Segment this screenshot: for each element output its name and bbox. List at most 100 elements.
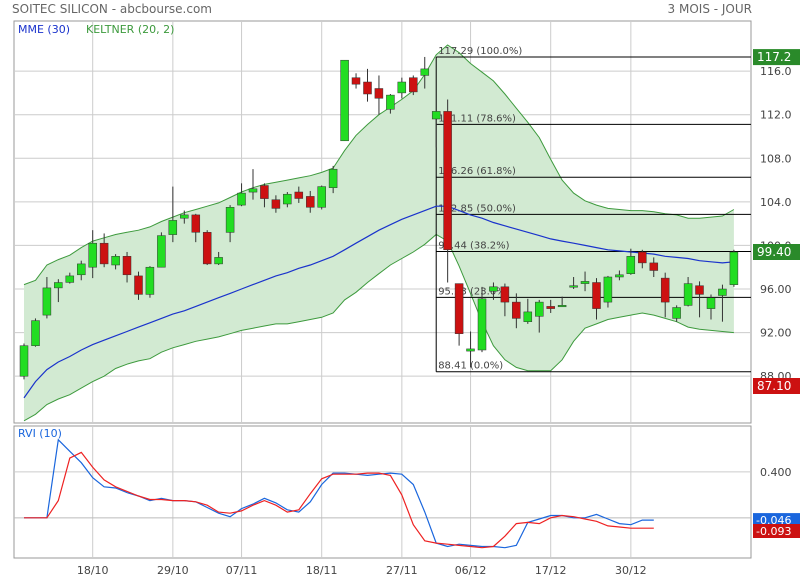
candle-body bbox=[546, 306, 555, 309]
high-price-badge-bg bbox=[753, 49, 800, 66]
candle-body bbox=[660, 277, 670, 303]
keltner-lower-line bbox=[23, 233, 734, 422]
x-tick-label: 30/12 bbox=[615, 564, 647, 577]
candle-body bbox=[420, 68, 430, 76]
x-tick-label: 17/12 bbox=[535, 564, 567, 577]
candle-body bbox=[386, 94, 395, 110]
candle-body bbox=[615, 274, 624, 278]
candle-body bbox=[214, 257, 223, 265]
candle-body bbox=[168, 220, 178, 235]
candle-body bbox=[180, 214, 189, 219]
candle-body bbox=[580, 281, 590, 284]
candle-body bbox=[454, 283, 464, 334]
candle-body bbox=[477, 298, 487, 351]
fib-level-label: 95.23 (23.6%) bbox=[438, 286, 509, 297]
candle-body bbox=[111, 256, 120, 266]
rvi-main-badge-bg bbox=[753, 513, 800, 528]
candle-body bbox=[351, 77, 361, 85]
rvi-panel bbox=[13, 425, 752, 559]
keltner-band bbox=[24, 45, 734, 421]
candle-body bbox=[317, 186, 326, 208]
candle-body bbox=[191, 214, 201, 233]
candle-body bbox=[649, 262, 659, 271]
candle-body bbox=[466, 348, 475, 352]
candle-body bbox=[294, 191, 304, 199]
rvi-signal-badge: -0.093 bbox=[756, 525, 791, 538]
rvi-signal-badge-bg bbox=[753, 524, 800, 538]
rvi-signal-line bbox=[24, 451, 654, 549]
rvi-main-line bbox=[24, 438, 654, 549]
fib-level-label: 106.26 (61.8%) bbox=[438, 166, 516, 177]
candle-body bbox=[237, 192, 246, 206]
candle-body bbox=[431, 111, 441, 120]
candle-body bbox=[306, 196, 315, 208]
candle-body bbox=[672, 307, 681, 319]
rvi-main-badge: -0.046 bbox=[756, 514, 791, 527]
x-tick-label: 18/10 bbox=[77, 564, 109, 577]
x-tick-label: 27/11 bbox=[386, 564, 418, 577]
mme-line bbox=[23, 205, 734, 399]
candle-body bbox=[638, 251, 647, 264]
fib-level-label: 117.29 (100.0%) bbox=[438, 46, 522, 57]
candle-body bbox=[500, 286, 510, 303]
legend-rvi: RVI (10) bbox=[18, 427, 62, 440]
candle-body bbox=[523, 311, 533, 322]
candle-body bbox=[706, 297, 716, 309]
candle-body bbox=[729, 251, 739, 285]
candle-body bbox=[592, 282, 601, 309]
legend-mme: MME (30) bbox=[18, 23, 70, 36]
candle-body bbox=[489, 286, 498, 292]
candle-body bbox=[374, 88, 384, 99]
rvi-tick-label: 0.400 bbox=[760, 466, 792, 479]
candle-body bbox=[99, 242, 109, 265]
candle-body bbox=[145, 266, 155, 295]
candle-body bbox=[260, 185, 269, 199]
legend-keltner: KELTNER (20, 2) bbox=[86, 23, 174, 36]
candle-body bbox=[134, 275, 143, 295]
candle-body bbox=[683, 283, 693, 306]
candle-body bbox=[603, 276, 613, 303]
candle-body bbox=[569, 285, 578, 288]
candle-body bbox=[443, 111, 452, 251]
price-tick-label: 96.00 bbox=[760, 283, 792, 296]
current-price-badge-bg bbox=[753, 244, 800, 260]
candle-body bbox=[363, 81, 372, 95]
candle-body bbox=[88, 242, 97, 268]
current-price-badge: 99.40 bbox=[757, 245, 791, 259]
candle-body bbox=[535, 301, 544, 317]
candle-body bbox=[328, 168, 338, 188]
price-tick-label: 116.0 bbox=[760, 65, 792, 78]
candle-body bbox=[122, 256, 132, 276]
price-tick-label: 92.00 bbox=[760, 327, 792, 340]
candle-body bbox=[409, 77, 418, 93]
candle-body bbox=[718, 288, 727, 296]
x-tick-label: 06/12 bbox=[455, 564, 487, 577]
low-price-badge: 87.10 bbox=[757, 379, 791, 393]
fib-level-label: 111.11 (78.6%) bbox=[438, 113, 516, 124]
candle-body bbox=[283, 193, 292, 205]
price-tick-label: 104.0 bbox=[760, 196, 792, 209]
x-tick-label: 29/10 bbox=[157, 564, 189, 577]
candle-body bbox=[42, 287, 52, 316]
x-tick-label: 07/11 bbox=[226, 564, 258, 577]
candle-body bbox=[271, 199, 281, 209]
candle-body bbox=[54, 282, 63, 289]
low-price-badge-bg bbox=[753, 378, 800, 394]
candle-body bbox=[157, 235, 166, 268]
price-tick-label: 112.0 bbox=[760, 109, 792, 122]
candle-body bbox=[397, 81, 407, 94]
candle-body bbox=[19, 345, 29, 377]
candle-body bbox=[512, 301, 521, 319]
candle-body bbox=[225, 207, 235, 233]
keltner-upper-line bbox=[23, 44, 735, 286]
candle-body bbox=[31, 320, 40, 346]
candle-body bbox=[557, 305, 567, 308]
x-tick-label: 18/11 bbox=[306, 564, 338, 577]
candle-body bbox=[340, 59, 349, 142]
candle-body bbox=[695, 285, 704, 295]
candle-body bbox=[65, 275, 75, 283]
candle-body bbox=[202, 232, 212, 265]
high-price-badge: 117.2 bbox=[757, 50, 791, 64]
price-tick-label: 108.0 bbox=[760, 152, 792, 165]
